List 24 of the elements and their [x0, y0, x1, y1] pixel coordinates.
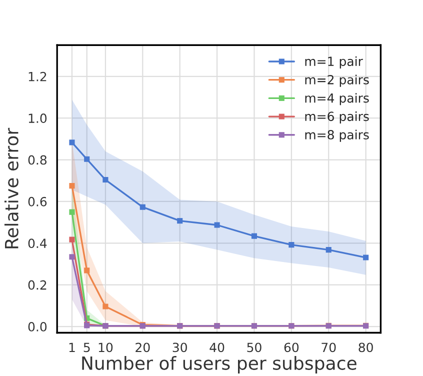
x-tick-label: 60: [284, 342, 299, 352]
y-tick-label: 0.4: [28, 238, 47, 248]
x-tick-label: 70: [322, 342, 336, 352]
y-tick-label: 0.0: [28, 322, 47, 332]
y-tick-label: 0.6: [28, 196, 47, 206]
x-tick-label: 30: [172, 342, 187, 352]
y-tick-label: 1.0: [28, 114, 47, 123]
x-tick-label: 1: [69, 342, 75, 352]
x-tick-label: 80: [358, 342, 373, 352]
x-tick-label: 20: [136, 342, 150, 352]
legend-label: m=1 pair: [305, 56, 363, 68]
x-tick-label: 50: [247, 342, 262, 352]
legend-label: m=4 pairs: [305, 93, 369, 106]
y-tick-label: 0.8: [28, 155, 47, 165]
legend-label: m=2 pairs: [305, 74, 369, 87]
y-tick-label: 0.2: [28, 280, 46, 290]
legend-label: m=6 pairs: [305, 111, 369, 124]
legend-label: m=8 pairs: [305, 130, 369, 142]
x-tick-label: 40: [210, 342, 224, 352]
y-axis-title: Relative error: [4, 128, 18, 248]
y-tick-label: 1.2: [28, 72, 46, 82]
x-tick-label: 10: [98, 342, 113, 352]
x-tick-label: 5: [84, 342, 90, 352]
x-axis-title: Number of users per subspace: [82, 356, 356, 374]
